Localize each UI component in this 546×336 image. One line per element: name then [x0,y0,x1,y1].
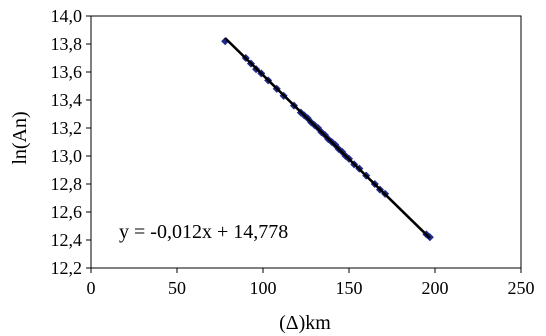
x-axis-label: (Δ)km [279,312,331,334]
y-tick-label: 13,8 [51,34,83,54]
trendline-equation: y = -0,012x + 14,778 [119,221,288,243]
x-tick-label: 150 [336,278,363,298]
x-tick-label: 250 [508,278,535,298]
y-tick-label: 13,0 [51,146,83,166]
x-tick-label: 0 [87,278,96,298]
y-tick-label: 13,2 [51,118,83,138]
y-tick-label: 13,4 [51,90,83,110]
y-tick-label: 12,2 [51,258,83,278]
plot-frame [90,15,522,269]
y-tick-label: 12,6 [51,202,83,222]
y-tick-label: 13,6 [51,62,83,82]
y-axis-label: ln(An) [9,111,31,164]
trendline-group [224,37,431,239]
x-tick-label: 50 [168,278,186,298]
trendline [224,37,431,239]
y-tick-label: 12,4 [51,230,83,250]
y-tick-label: 12,8 [51,174,83,194]
x-tick-label: 200 [422,278,449,298]
axis-ticks: 0 50 100 150 200 250 12,2 12,4 12,6 12,8 13,0 13,2 1… [51,6,535,298]
y-tick-label: 14,0 [51,6,83,26]
x-tick-label: 100 [250,278,277,298]
plot-axes [90,15,522,269]
